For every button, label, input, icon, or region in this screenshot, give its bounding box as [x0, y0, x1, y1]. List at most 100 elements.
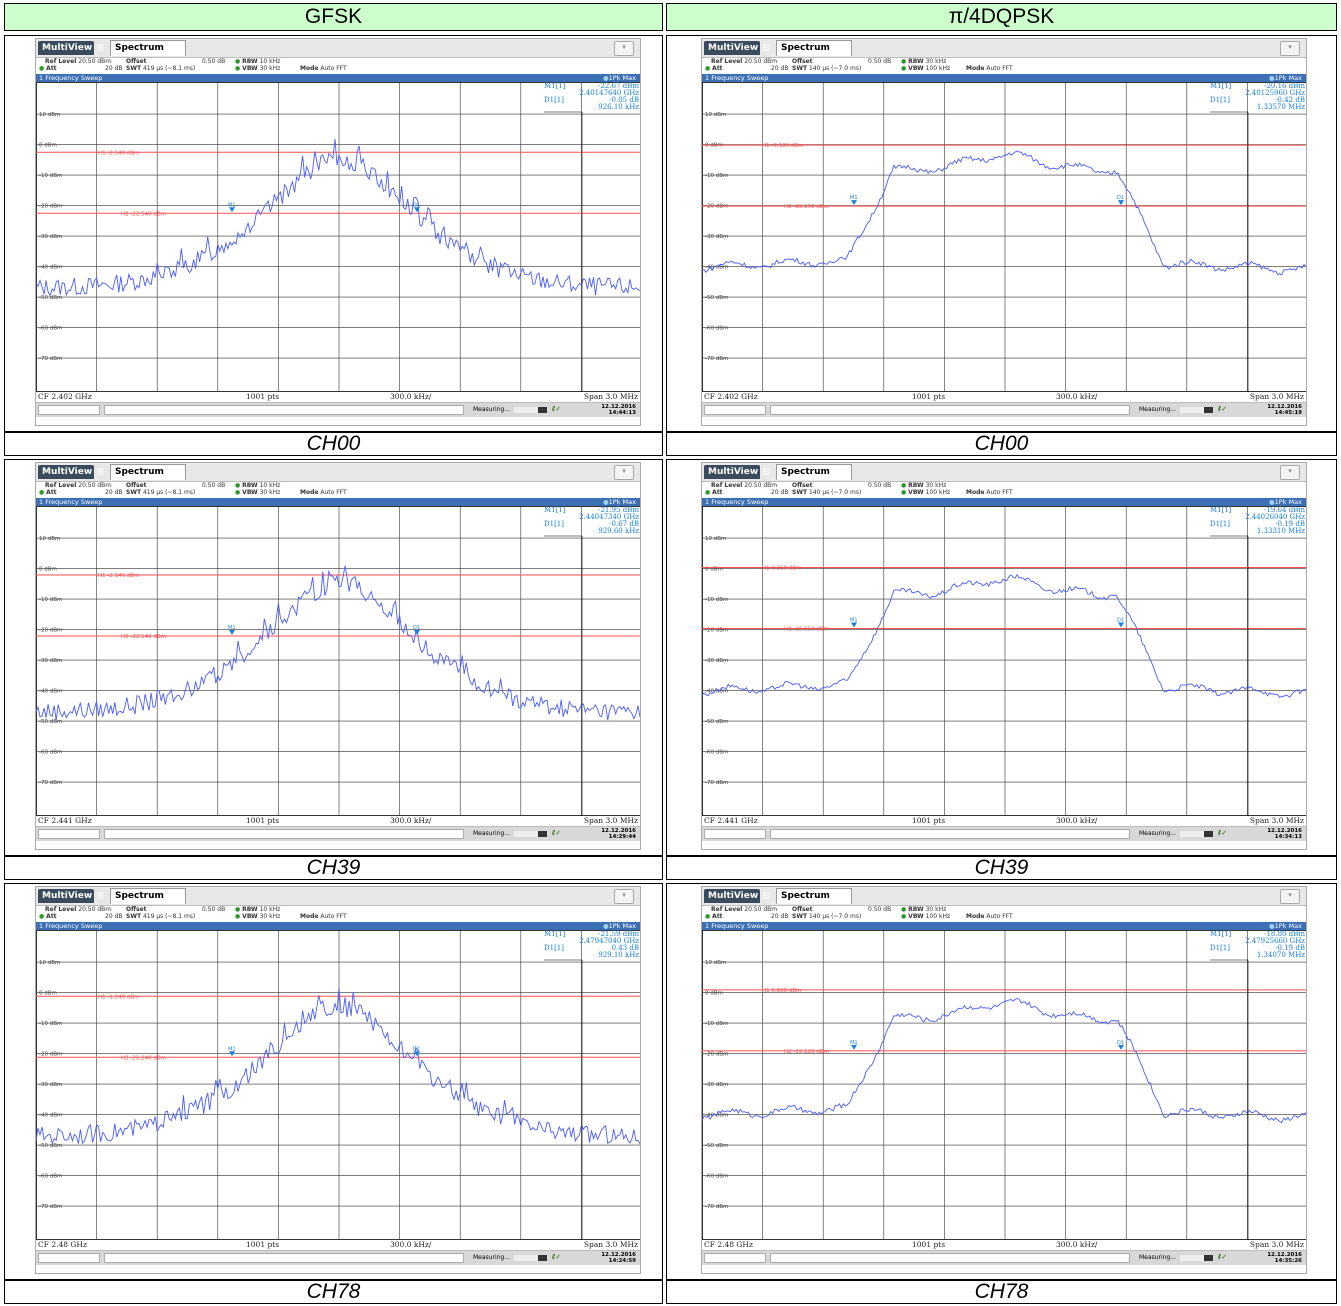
y-tick-label: -10 dBm: [705, 173, 728, 179]
swt-label: SWT: [126, 65, 142, 72]
swt: 419 µs (~8.1 ms): [142, 913, 196, 920]
att-label: Att: [712, 65, 723, 72]
y-tick-label: -60 dBm: [39, 750, 62, 756]
date: 12.12.2016: [1267, 404, 1302, 410]
y-tick-label: -30 dBm: [705, 1082, 728, 1088]
tab-spectrum[interactable]: Spectrum: [110, 464, 186, 480]
tab-spectrum[interactable]: Spectrum: [110, 40, 186, 56]
tab-multiview[interactable]: MultiView ▦: [38, 889, 105, 903]
center-frequency: CF 2.48 GHz: [704, 1240, 753, 1249]
marker-m1-label: M1: [850, 617, 858, 623]
timestamp: 12.12.2016 14:24:59: [601, 1252, 636, 1264]
chevron-down-icon[interactable]: ▾: [1280, 41, 1300, 56]
status-message-field: [104, 1253, 464, 1263]
y-tick-label: 0 dBm: [705, 567, 723, 573]
status-bar: Measuring... ℓ✓ 12.12.2016 14:34:13: [702, 826, 1306, 841]
marker-table-value: 2.47925660 GHz: [1245, 937, 1305, 945]
tab-multiview: MultiView: [42, 467, 93, 477]
y-tick-label: -20 dBm: [39, 628, 62, 634]
y-tick-label: -10 dBm: [39, 173, 62, 179]
trace-label: 1Pk Max: [608, 74, 636, 82]
vbw: 30 kHz: [259, 65, 281, 72]
y-tick-label: -10 dBm: [39, 1021, 62, 1027]
tab-multiview[interactable]: MultiView ▦: [704, 889, 771, 903]
offset-value: 0.50 dB: [868, 58, 892, 65]
points-count: 1001 pts: [912, 1240, 946, 1249]
y-tick-label: -10 dBm: [705, 597, 728, 603]
span: Span 3.0 MHz: [1249, 816, 1304, 825]
ref-level-label: Ref Level: [711, 482, 743, 489]
marker-d1: [1118, 1044, 1124, 1050]
measuring-status: Measuring...: [1139, 406, 1176, 413]
y-tick-label: -70 dBm: [705, 780, 728, 786]
chevron-down-icon[interactable]: ▾: [614, 465, 634, 480]
ref-level-value: 20.50 dBm: [744, 58, 778, 65]
tab-multiview[interactable]: MultiView ▦: [704, 41, 771, 55]
rbw-label: RBW: [242, 906, 258, 913]
sweep-title-bar: 1 Frequency Sweep ●1Pk Max: [702, 74, 1306, 82]
marker-table-value: -18.80 dBm: [1264, 930, 1305, 938]
status-field: [38, 829, 100, 839]
rbw-label: RBW: [242, 482, 258, 489]
vbw-label: VBW: [242, 913, 258, 920]
tab-multiview[interactable]: MultiView ▦: [38, 41, 105, 55]
tab-spectrum[interactable]: Spectrum: [776, 888, 852, 904]
marker-d1: [414, 630, 420, 636]
span: Span 3.0 MHz: [1249, 392, 1304, 401]
plot-frame: [702, 82, 1306, 392]
tab-spectrum[interactable]: Spectrum: [776, 40, 852, 56]
tab-bar: MultiView ▦ Spectrum ▾: [702, 39, 1306, 58]
offset-label: Offset: [126, 58, 147, 65]
progress-meter: [514, 831, 547, 837]
rbw: 30 kHz: [925, 906, 947, 913]
mode-value: Auto FFT: [320, 489, 347, 496]
marker-table-value: -0.19 dB: [1275, 944, 1305, 952]
status-message-field: [104, 829, 464, 839]
sweep-title: 1 Frequency Sweep: [39, 74, 103, 82]
chevron-down-icon[interactable]: ▾: [1280, 465, 1300, 480]
rbw: 10 kHz: [259, 482, 281, 489]
trace-1: [702, 573, 1306, 699]
status-bar: Measuring... ℓ✓ 12.12.2016 14:45:19: [702, 402, 1306, 417]
plot-frame: [36, 506, 640, 816]
marker-m1-label: M1: [228, 1046, 236, 1052]
lxi-icon: ℓ✓: [552, 1253, 562, 1261]
marker-table-value: -22.67 dBm: [598, 82, 639, 90]
tab-multiview[interactable]: MultiView ▦: [704, 465, 771, 479]
y-tick-label: -40 dBm: [39, 689, 62, 695]
y-tick-label: -70 dBm: [39, 1204, 62, 1210]
marker-d1-label: D1: [413, 625, 420, 631]
swt-label: SWT: [792, 489, 808, 496]
status-field: [704, 405, 766, 415]
center-frequency: CF 2.441 GHz: [38, 816, 92, 825]
sweep-title: 1 Frequency Sweep: [705, 74, 769, 82]
marker-table-label: M1[1]: [1210, 82, 1232, 90]
swt-label: SWT: [126, 489, 142, 496]
tab-multiview[interactable]: MultiView ▦: [38, 465, 105, 479]
rbw: 10 kHz: [259, 906, 281, 913]
chevron-down-icon[interactable]: ▾: [1280, 889, 1300, 904]
marker-m1-label: M1: [850, 195, 858, 201]
vbw-label: VBW: [908, 913, 924, 920]
y-tick-label: -60 dBm: [705, 1174, 728, 1180]
lxi-icon: ℓ✓: [1218, 1253, 1228, 1261]
y-tick-label: 0 dBm: [39, 143, 57, 149]
marker-table-value: 1.34070 MHz: [1257, 951, 1305, 959]
y-tick-label: -60 dBm: [39, 326, 62, 332]
tab-spectrum[interactable]: Spectrum: [110, 888, 186, 904]
chevron-down-icon[interactable]: ▾: [614, 41, 634, 56]
y-tick-label: 10 dBm: [705, 960, 726, 966]
offset-value: 0.50 dB: [868, 906, 892, 913]
spectrum-window-ch00-dqpsk: MultiView ▦ Spectrum ▾ Ref Level 20.50 dB…: [701, 38, 1307, 426]
timestamp: 12.12.2016 14:45:19: [1267, 404, 1302, 416]
plot-footer: CF 2.402 GHz 1001 pts 300.0 kHz/ Span 3.…: [702, 392, 1306, 425]
tab-spectrum[interactable]: Spectrum: [776, 464, 852, 480]
marker-table-value: 1.33570 MHz: [1257, 103, 1305, 111]
y-tick-label: -50 dBm: [705, 1143, 728, 1149]
plot-footer: CF 2.402 GHz 1001 pts 300.0 kHz/ Span 3.…: [36, 392, 640, 425]
grid-icon: ▦: [762, 43, 771, 53]
chevron-down-icon[interactable]: ▾: [614, 889, 634, 904]
spectrum-window-ch78-dqpsk: MultiView ▦ Spectrum ▾ Ref Level 20.50 dB…: [701, 886, 1307, 1274]
marker-m1: [229, 1051, 235, 1057]
